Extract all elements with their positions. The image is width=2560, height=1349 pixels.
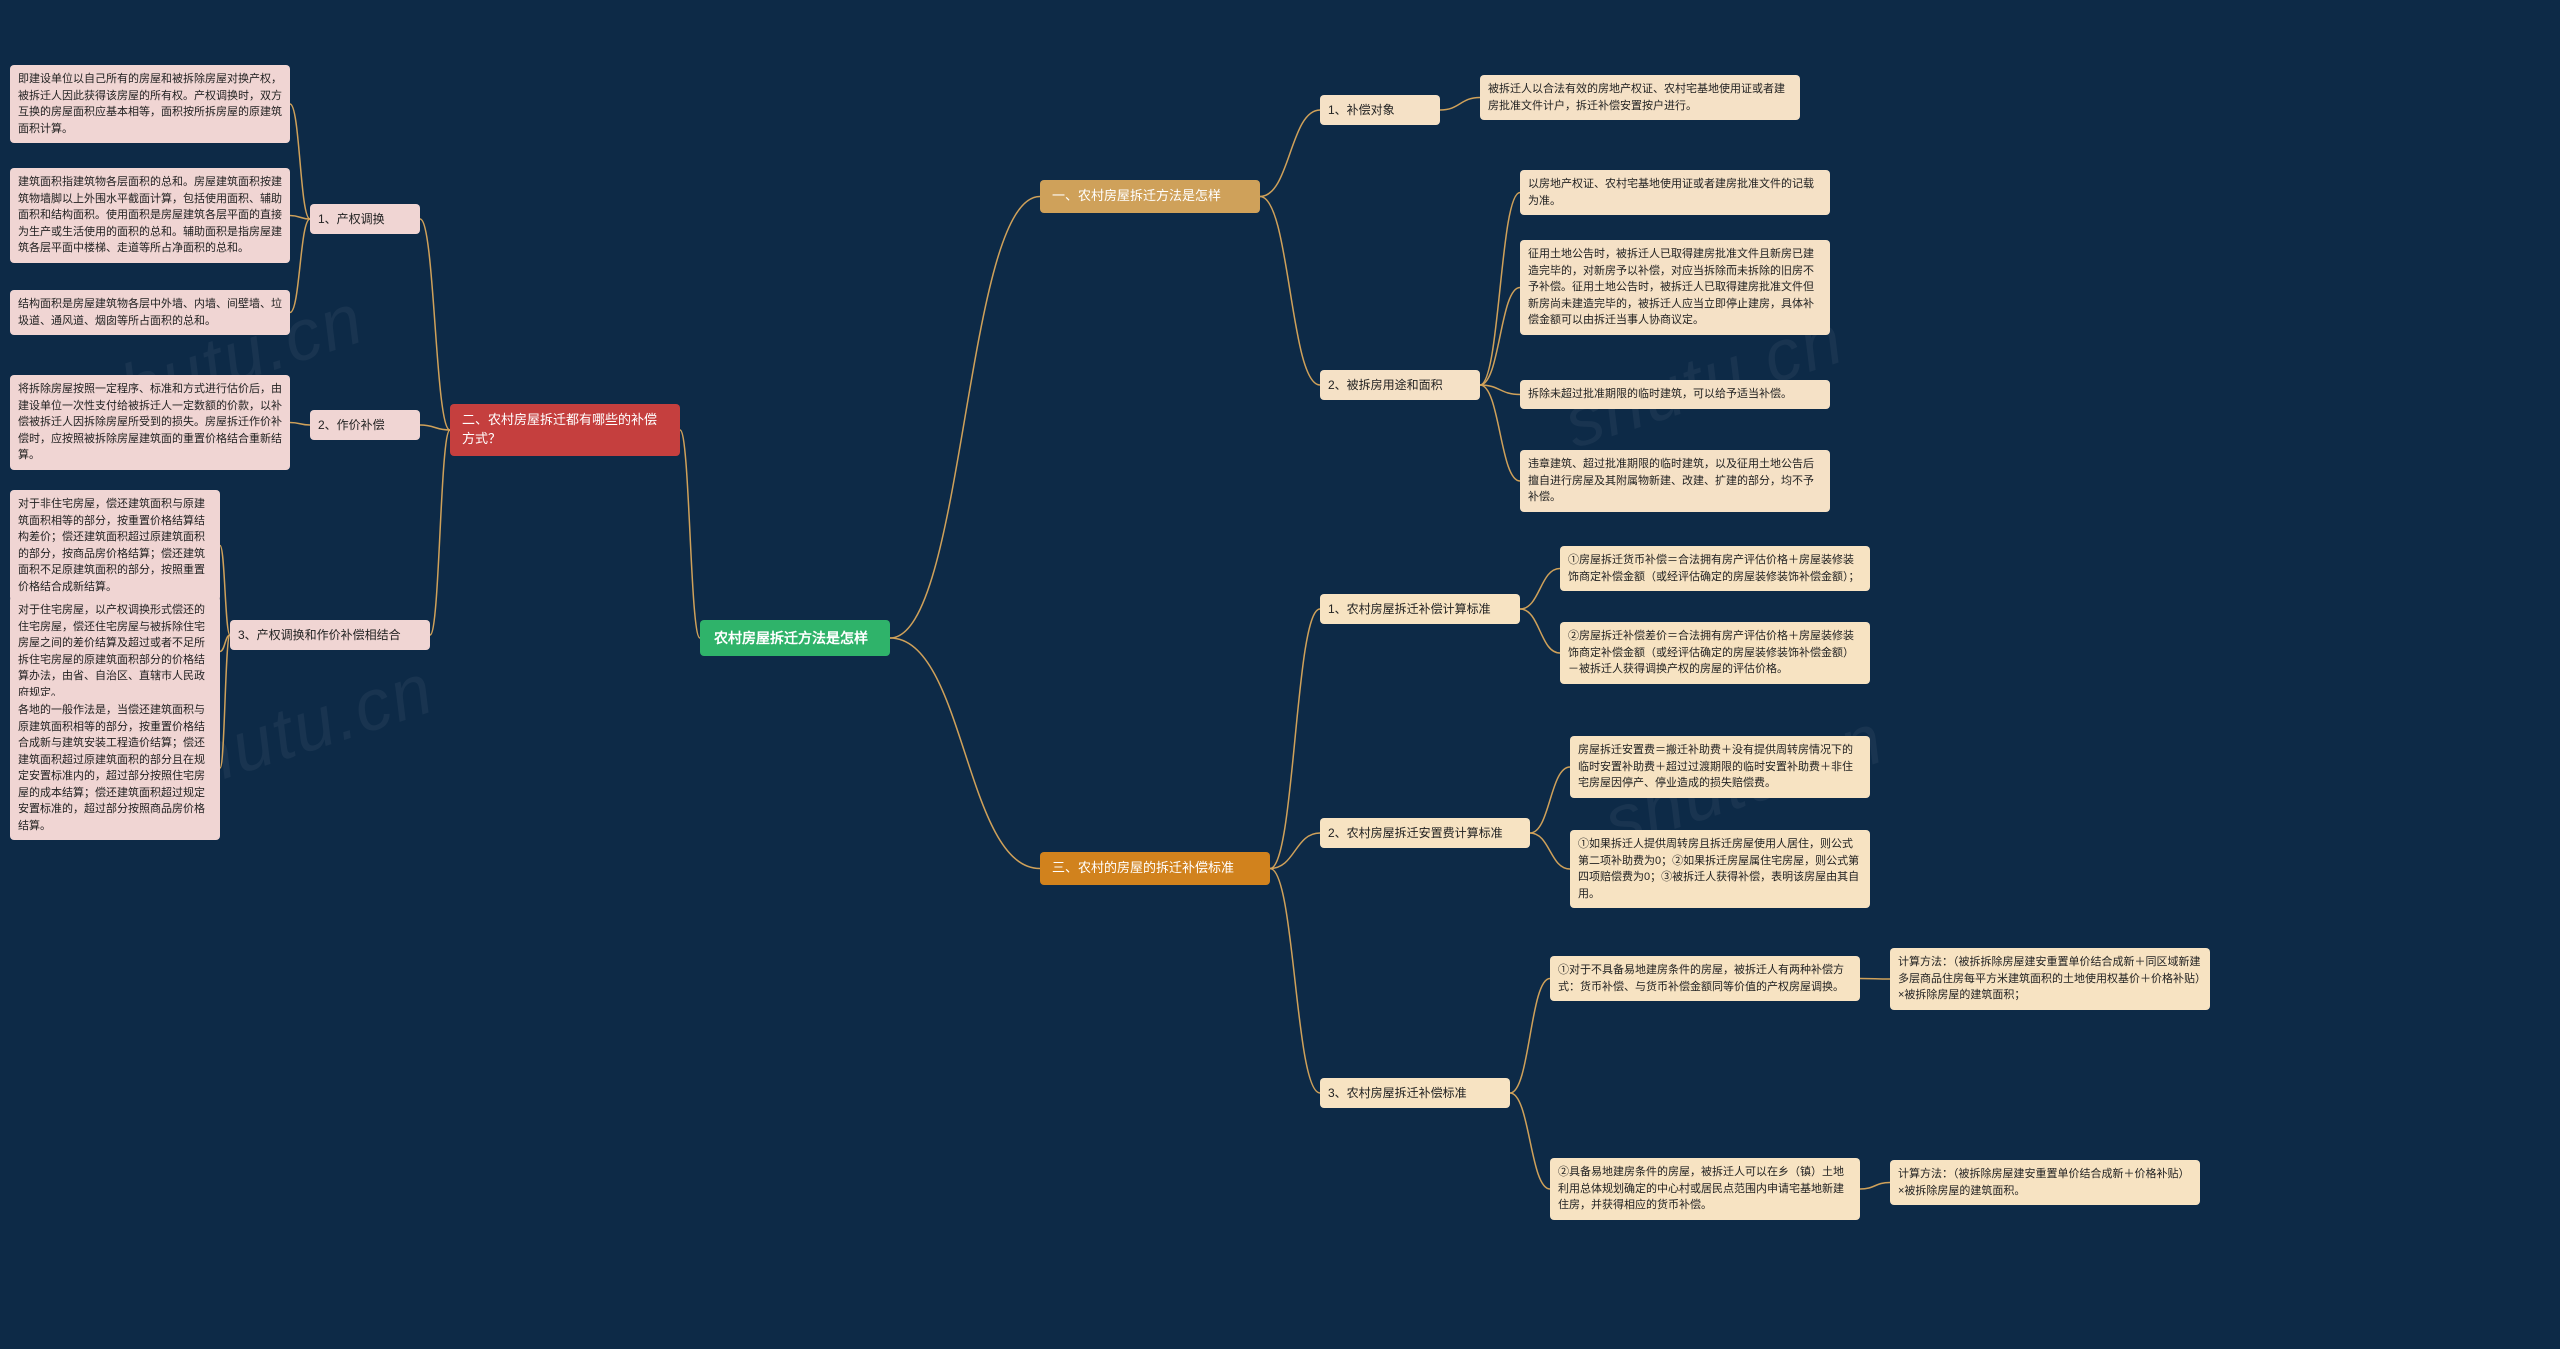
mindmap-node[interactable]: 2、作价补偿 xyxy=(310,410,420,440)
mindmap-node[interactable]: 2、被拆房用途和面积 xyxy=(1320,370,1480,400)
mindmap-node: 房屋拆迁安置费＝搬迁补助费＋没有提供周转房情况下的临时安置补助费＋超过过渡期限的… xyxy=(1570,736,1870,798)
mindmap-node: 拆除未超过批准期限的临时建筑，可以给予适当补偿。 xyxy=(1520,380,1830,409)
mindmap-node: 将拆除房屋按照一定程序、标准和方式进行估价后，由建设单位一次性支付给被拆迁人一定… xyxy=(10,375,290,470)
mindmap-node[interactable]: 3、农村房屋拆迁补偿标准 xyxy=(1320,1078,1510,1108)
mindmap-node: 征用土地公告时，被拆迁人已取得建房批准文件且新房已建造完毕的，对新房予以补偿，对… xyxy=(1520,240,1830,335)
mindmap-node[interactable]: 一、农村房屋拆迁方法是怎样 xyxy=(1040,180,1260,213)
mindmap-node[interactable]: 1、补偿对象 xyxy=(1320,95,1440,125)
mindmap-node[interactable]: 3、产权调换和作价补偿相结合 xyxy=(230,620,430,650)
mindmap-node[interactable]: 三、农村的房屋的拆迁补偿标准 xyxy=(1040,852,1270,885)
mindmap-node: 结构面积是房屋建筑物各层中外墙、内墙、间壁墙、垃圾道、通风道、烟囱等所占面积的总… xyxy=(10,290,290,335)
mindmap-node: 各地的一般作法是，当偿还建筑面积与原建筑面积相等的部分，按重置价格结合成新与建筑… xyxy=(10,696,220,840)
mindmap-node: ①房屋拆迁货币补偿＝合法拥有房产评估价格＋房屋装修装饰商定补偿金额（或经评估确定… xyxy=(1560,546,1870,591)
mindmap-node: ②房屋拆迁补偿差价＝合法拥有房产评估价格＋房屋装修装饰商定补偿金额（或经评估确定… xyxy=(1560,622,1870,684)
mindmap-node: 计算方法：（被拆除房屋建安重置单价结合成新＋价格补贴）×被拆除房屋的建筑面积。 xyxy=(1890,1160,2200,1205)
mindmap-node: 即建设单位以自己所有的房屋和被拆除房屋对换产权，被拆迁人因此获得该房屋的所有权。… xyxy=(10,65,290,143)
mindmap-node: 计算方法：（被拆拆除房屋建安重置单价结合成新＋同区域新建多层商品住房每平方米建筑… xyxy=(1890,948,2210,1010)
mindmap-node: ①如果拆迁人提供周转房且拆迁房屋使用人居住，则公式第二项补助费为0；②如果拆迁房… xyxy=(1570,830,1870,908)
mindmap-node: 对于住宅房屋，以产权调换形式偿还的住宅房屋，偿还住宅房屋与被拆除住宅房屋之间的差… xyxy=(10,596,220,707)
mindmap-node: ②具备易地建房条件的房屋，被拆迁人可以在乡（镇）土地利用总体规划确定的中心村或居… xyxy=(1550,1158,1860,1220)
mindmap-node: 建筑面积指建筑物各层面积的总和。房屋建筑面积按建筑物墙脚以上外围水平截面计算，包… xyxy=(10,168,290,263)
mindmap-node[interactable]: 农村房屋拆迁方法是怎样 xyxy=(700,620,890,656)
mindmap-node[interactable]: 2、农村房屋拆迁安置费计算标准 xyxy=(1320,818,1530,848)
mindmap-node: 被拆迁人以合法有效的房地产权证、农村宅基地使用证或者建房批准文件计户，拆迁补偿安… xyxy=(1480,75,1800,120)
mindmap-node: 违章建筑、超过批准期限的临时建筑，以及征用土地公告后擅自进行房屋及其附属物新建、… xyxy=(1520,450,1830,512)
mindmap-node[interactable]: 二、农村房屋拆迁都有哪些的补偿方式？ xyxy=(450,404,680,456)
mindmap-node[interactable]: 1、农村房屋拆迁补偿计算标准 xyxy=(1320,594,1520,624)
mindmap-node: ①对于不具备易地建房条件的房屋，被拆迁人有两种补偿方式：货币补偿、与货币补偿金额… xyxy=(1550,956,1860,1001)
mindmap-node[interactable]: 1、产权调换 xyxy=(310,204,420,234)
mindmap-node: 对于非住宅房屋，偿还建筑面积与原建筑面积相等的部分，按重置价格结算结构差价；偿还… xyxy=(10,490,220,601)
connectors-layer xyxy=(0,0,2560,1349)
mindmap-node: 以房地产权证、农村宅基地使用证或者建房批准文件的记载为准。 xyxy=(1520,170,1830,215)
